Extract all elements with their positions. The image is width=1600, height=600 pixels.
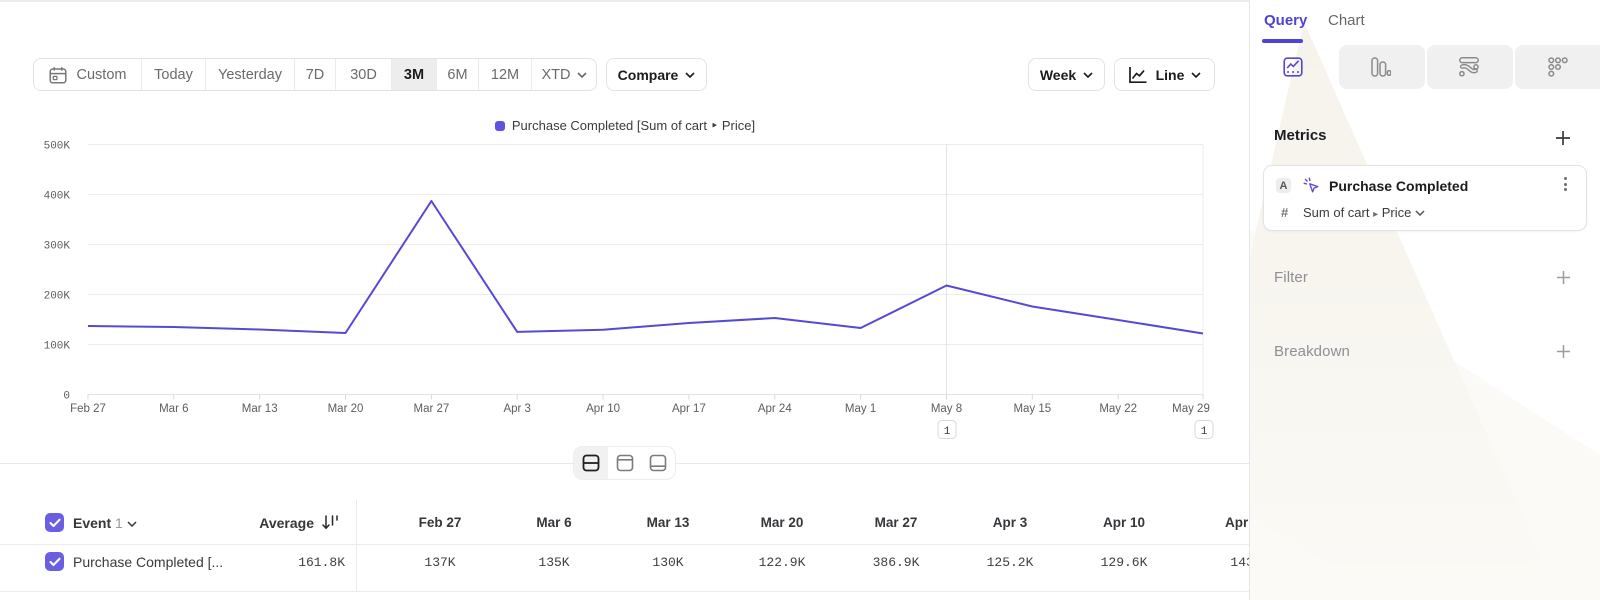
svg-text:Apr 3: Apr 3 — [503, 403, 531, 415]
svg-text:May 1: May 1 — [845, 403, 876, 415]
svg-text:Apr 24: Apr 24 — [758, 403, 792, 415]
svg-text:500K: 500K — [44, 141, 71, 153]
svg-text:100K: 100K — [44, 341, 71, 353]
svg-text:0: 0 — [63, 391, 70, 403]
svg-text:300K: 300K — [44, 241, 71, 253]
svg-text:May 29: May 29 — [1172, 403, 1210, 415]
svg-text:1: 1 — [944, 426, 951, 438]
svg-text:Mar 27: Mar 27 — [414, 403, 450, 415]
svg-text:Apr 17: Apr 17 — [672, 403, 706, 415]
svg-text:May 8: May 8 — [931, 403, 962, 415]
svg-text:400K: 400K — [44, 191, 71, 203]
svg-text:Apr 10: Apr 10 — [586, 403, 620, 415]
svg-text:Mar 20: Mar 20 — [328, 403, 364, 415]
svg-text:May 15: May 15 — [1013, 403, 1051, 415]
svg-text:May 22: May 22 — [1099, 403, 1137, 415]
svg-text:1: 1 — [1201, 426, 1208, 438]
svg-text:Mar 6: Mar 6 — [159, 403, 188, 415]
svg-text:200K: 200K — [44, 291, 71, 303]
svg-text:Mar 13: Mar 13 — [242, 403, 278, 415]
svg-text:Feb 27: Feb 27 — [70, 403, 106, 415]
